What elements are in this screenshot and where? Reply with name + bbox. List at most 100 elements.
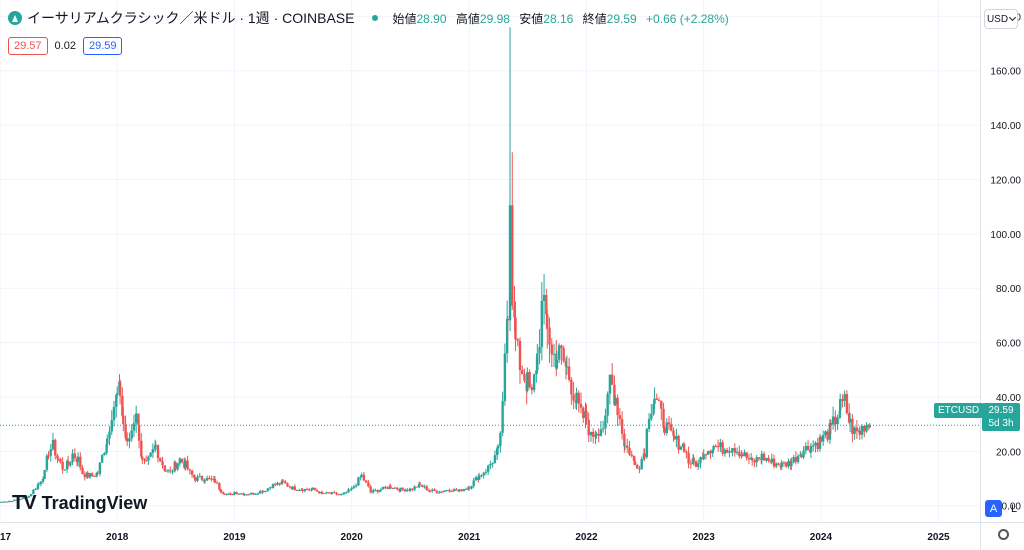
currency-selector[interactable]: USD xyxy=(984,9,1018,29)
candle-body xyxy=(860,425,864,435)
candle-body xyxy=(71,453,74,463)
candle-body xyxy=(159,458,162,462)
candle-body xyxy=(645,428,649,458)
candle-body xyxy=(747,458,751,460)
candle-body xyxy=(24,496,27,498)
candle-body xyxy=(247,494,251,496)
candle-body xyxy=(464,489,468,491)
candle-body xyxy=(716,446,720,448)
symbol-title[interactable]: イーサリアムクラシック／米ドル · 1週 · COINBASE xyxy=(27,10,355,26)
candle-body xyxy=(564,360,568,367)
candle-body xyxy=(694,461,698,467)
low-value: 28.16 xyxy=(543,11,574,26)
y-tick-label: 100.00 xyxy=(990,230,1021,241)
candle-body xyxy=(672,435,676,440)
candle-body xyxy=(579,403,583,408)
candle-body xyxy=(545,294,548,315)
chart-pane[interactable] xyxy=(0,0,980,522)
market-status-icon[interactable] xyxy=(372,15,379,21)
candle-body xyxy=(121,395,124,416)
candlestick-chart[interactable] xyxy=(0,0,980,522)
price-axis[interactable]: 0.00 20.00 40.00 60.00 80.00 100.00 120.00 140.… xyxy=(980,0,1024,522)
candle-body xyxy=(19,498,23,500)
candle-body xyxy=(589,431,593,436)
candle-body xyxy=(513,305,516,318)
candle-body xyxy=(56,458,60,460)
candle-body xyxy=(337,494,341,496)
candle-body xyxy=(318,491,321,494)
candle-body xyxy=(140,440,143,457)
candle-body xyxy=(638,468,641,470)
candle-body xyxy=(762,453,766,461)
candle-body xyxy=(767,458,770,462)
gear-icon[interactable] xyxy=(998,529,1009,540)
candle-body xyxy=(27,496,31,498)
candle-body xyxy=(393,487,397,489)
candle-body xyxy=(141,456,144,460)
open-label: 始値 xyxy=(392,11,417,26)
candle-body xyxy=(455,489,458,491)
candle-body xyxy=(450,491,454,493)
candle-body xyxy=(682,443,686,452)
candle-body xyxy=(174,461,177,470)
candle-body xyxy=(193,474,196,478)
candle-body xyxy=(818,436,822,449)
candle-body xyxy=(143,459,146,461)
candle-body xyxy=(132,423,136,431)
candle-body xyxy=(613,384,616,405)
candle-body xyxy=(166,470,170,472)
candle-body xyxy=(474,477,478,481)
tradingview-logo[interactable]: TV TradingView xyxy=(12,492,147,515)
candle-body xyxy=(325,492,328,494)
candle-body xyxy=(389,486,392,489)
candle-body xyxy=(486,465,490,472)
candle-body xyxy=(227,493,231,495)
candle-body xyxy=(378,490,382,492)
candle-body xyxy=(301,489,304,492)
candle-body xyxy=(816,442,819,449)
candle-body xyxy=(399,487,402,491)
x-tick-label: 2019 xyxy=(223,532,246,543)
candle-body xyxy=(362,474,366,481)
candle-body xyxy=(274,484,277,486)
symbol-legend: イーサリアムクラシック／米ドル · 1週 · COINBASE 始値28.90 … xyxy=(8,8,735,28)
candle-body xyxy=(614,397,617,405)
candle-body xyxy=(723,449,727,454)
auto-scale-button[interactable]: A xyxy=(985,500,1002,517)
candle-body xyxy=(103,453,106,456)
candle-body xyxy=(557,345,561,360)
high-value: 29.98 xyxy=(479,11,510,26)
tradingview-logo-text: TradingView xyxy=(41,493,148,513)
candle-body xyxy=(585,411,588,420)
candle-body xyxy=(511,205,514,306)
high-label: 高値 xyxy=(455,11,480,26)
candle-body xyxy=(347,489,350,493)
candle-body xyxy=(161,461,164,466)
candle-body xyxy=(266,488,270,491)
candle-body xyxy=(836,417,839,425)
candle-body xyxy=(834,416,837,425)
candle-body xyxy=(745,452,748,459)
candle-body xyxy=(106,438,109,445)
y-tick-label: 160.00 xyxy=(990,67,1021,78)
candle-body xyxy=(243,494,246,496)
candle-body xyxy=(47,455,50,457)
y-tick-label: 0.00 xyxy=(1002,502,1022,513)
log-scale-button[interactable]: L xyxy=(1010,502,1018,515)
candle-body xyxy=(278,482,281,485)
buy-price-button[interactable]: 29.59 xyxy=(82,37,123,55)
candle-body xyxy=(66,461,70,466)
candle-body xyxy=(636,464,639,469)
candle-body xyxy=(271,484,275,488)
candle-body xyxy=(122,415,125,425)
candle-body xyxy=(728,451,731,453)
change-value: +0.66 (+2.28%) xyxy=(646,11,729,26)
candle-body xyxy=(264,490,267,492)
candle-body xyxy=(714,445,718,447)
candle-body xyxy=(665,422,668,434)
candle-body xyxy=(772,458,776,467)
sell-price-button[interactable]: 29.57 xyxy=(8,37,48,55)
time-axis[interactable]: 2017 2018 2019 2020 2021 2022 2023 2024 2025 xyxy=(0,522,980,550)
candle-body xyxy=(868,425,871,428)
x-tick-label: 2025 xyxy=(927,532,950,543)
